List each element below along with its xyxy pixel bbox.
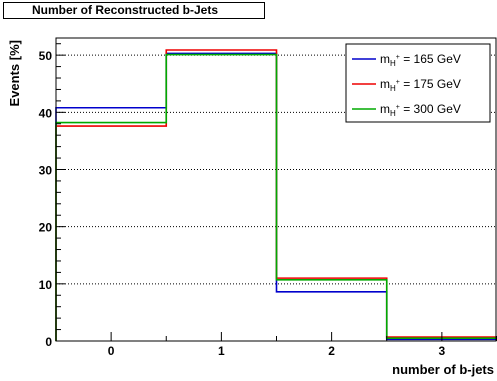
chart-title: Number of Reconstructed b-Jets bbox=[3, 2, 265, 19]
chart-title-text: Number of Reconstructed b-Jets bbox=[32, 3, 219, 17]
histogram-series bbox=[55, 49, 497, 341]
x-tick-label: 1 bbox=[218, 344, 225, 358]
y-tick-label: 30 bbox=[39, 163, 53, 177]
y-tick-label: 0 bbox=[45, 335, 52, 349]
y-tick-label: 40 bbox=[39, 106, 53, 120]
y-axis-label: Events [%] bbox=[7, 40, 22, 106]
x-axis-label: number of b-jets bbox=[392, 362, 494, 377]
y-tick-label: 50 bbox=[39, 49, 53, 63]
y-tick-label: 20 bbox=[39, 221, 53, 235]
axes: 0 10 20 30 40 50 0 1 2 3 bbox=[39, 43, 497, 358]
legend-label-1: mH+ = 165 GeV bbox=[380, 52, 461, 68]
legend-label-2: mH+ = 175 GeV bbox=[380, 77, 461, 93]
x-tick-label: 3 bbox=[439, 344, 446, 358]
legend-label-3: mH+ = 300 GeV bbox=[380, 102, 461, 118]
x-tick-label: 0 bbox=[108, 344, 115, 358]
series-line-3 bbox=[55, 53, 497, 341]
x-tick-label: 2 bbox=[328, 344, 335, 358]
y-tick-label: 10 bbox=[39, 278, 53, 292]
legend: mH+ = 165 GeV mH+ = 175 GeV mH+ = 300 GeV bbox=[345, 43, 491, 123]
